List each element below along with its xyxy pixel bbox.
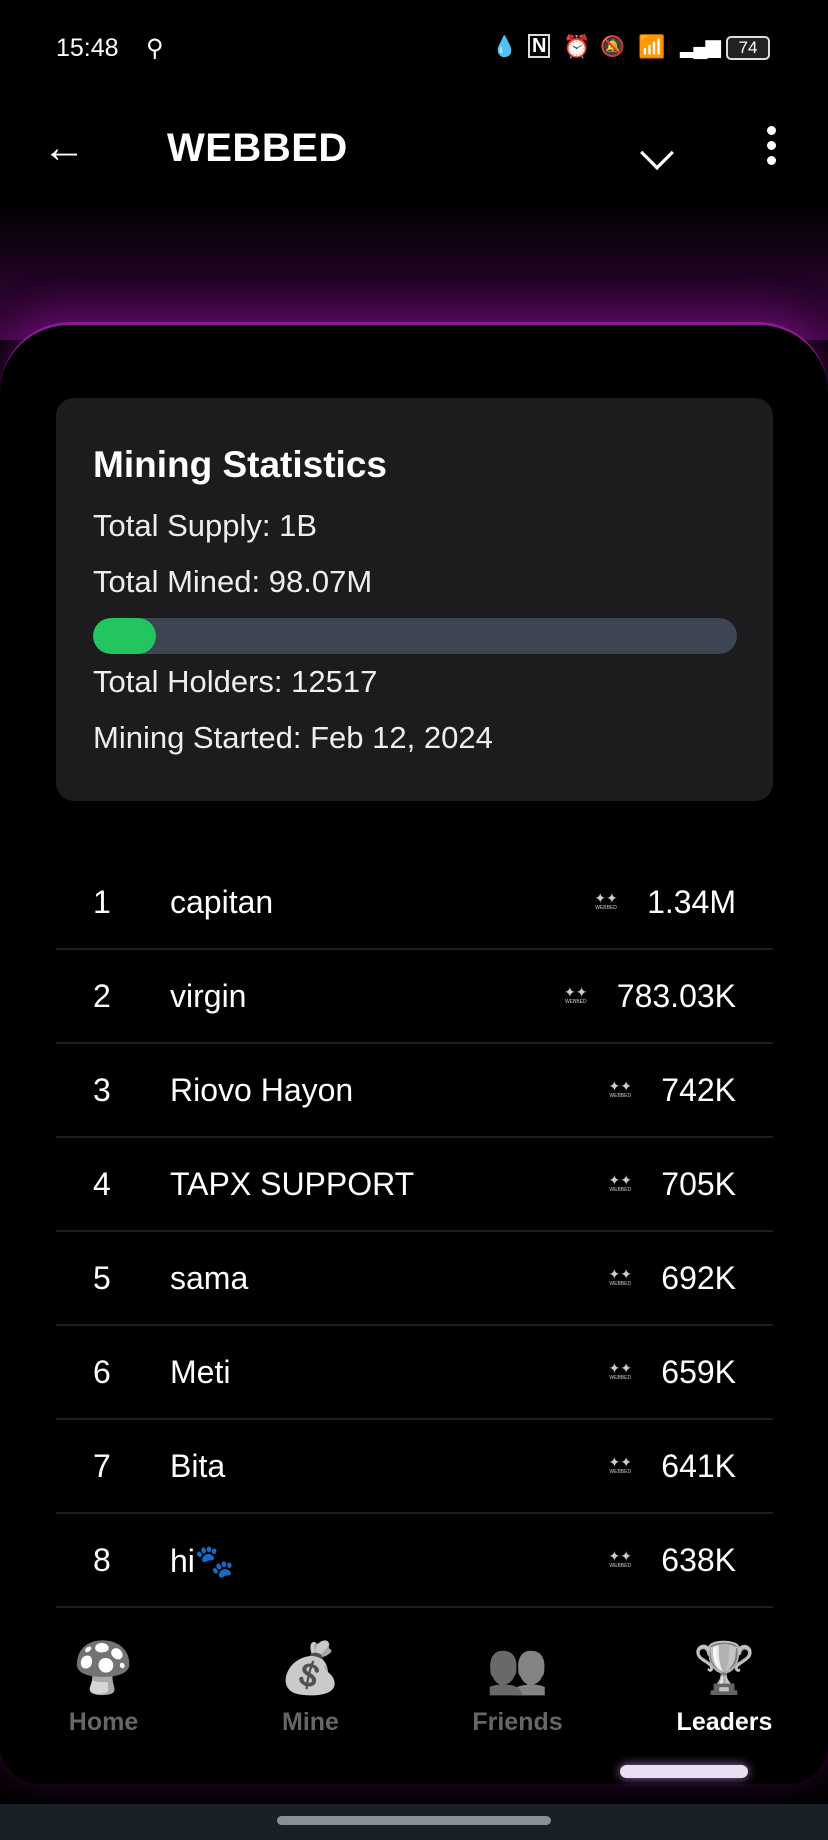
tab-label: Friends — [472, 1708, 563, 1736]
money-bag-icon: 💰 — [279, 1640, 342, 1696]
leaderboard-row[interactable]: 7 Bita ✦✦ WEBBED 641K — [56, 1420, 773, 1514]
rank: 6 — [93, 1354, 111, 1390]
rank: 7 — [93, 1448, 111, 1484]
webbed-token-icon: ✦✦ WEBBED — [608, 1171, 632, 1193]
webbed-token-icon: ✦✦ WEBBED — [564, 983, 588, 1005]
signal-icon: ▂▄▆ — [680, 36, 721, 58]
leaderboard-list: 1 capitan ✦✦ WEBBED 1.34M 2 virgin ✦✦ WEBBED… — [56, 856, 773, 1608]
username: virgin — [170, 978, 247, 1014]
system-navigation-bar — [0, 1804, 828, 1840]
username: Bita — [170, 1448, 226, 1484]
battery-indicator: 74 — [726, 36, 770, 60]
username: hi🐾 — [170, 1543, 235, 1579]
home-gesture-handle[interactable] — [277, 1816, 551, 1825]
data-saver-icon: 💧 — [492, 36, 517, 58]
webbed-token-icon: ✦✦ WEBBED — [608, 1265, 632, 1287]
arrow-left-icon[interactable]: ← — [42, 123, 86, 172]
mushroom-house-icon: 🍄 — [72, 1640, 135, 1696]
webbed-token-icon: ✦✦ WEBBED — [608, 1077, 632, 1099]
tab-home[interactable]: 🍄 Home — [0, 1630, 207, 1770]
total-supply: Total Supply: 1B — [93, 508, 318, 543]
score: 742K — [661, 1072, 736, 1108]
tab-label: Mine — [282, 1708, 339, 1736]
username: Meti — [170, 1354, 231, 1390]
score: 783.03K — [616, 978, 736, 1014]
username: TAPX SUPPORT — [170, 1166, 415, 1202]
leaderboard-row[interactable]: 2 virgin ✦✦ WEBBED 783.03K — [56, 950, 773, 1044]
total-mined: Total Mined: 98.07M — [93, 564, 373, 599]
mining-statistics-card: Mining Statistics Total Supply: 1B Total… — [56, 398, 773, 801]
score: 692K — [661, 1260, 736, 1296]
clock: 15:48 — [56, 34, 119, 62]
status-bar: 15:48 ⚲ 💧 N ⏰ 🔕 📶 ▂▄▆ 74 — [0, 30, 828, 70]
mined-progress-fill — [93, 618, 157, 654]
rank: 4 — [93, 1166, 111, 1202]
nfc-icon: N — [528, 34, 551, 58]
active-tab-indicator — [620, 1765, 748, 1778]
tab-friends[interactable]: 👥 Friends — [414, 1630, 621, 1770]
tab-label: Leaders — [676, 1708, 773, 1736]
chevron-down-icon[interactable] — [640, 136, 674, 170]
username: Riovo Hayon — [170, 1072, 354, 1108]
stats-title: Mining Statistics — [93, 444, 387, 485]
rank: 5 — [93, 1260, 111, 1296]
leaderboard-row[interactable]: 3 Riovo Hayon ✦✦ WEBBED 742K — [56, 1044, 773, 1138]
friends-icon: 👥 — [486, 1640, 549, 1696]
rank: 8 — [93, 1542, 111, 1578]
webbed-token-icon: ✦✦ WEBBED — [608, 1547, 632, 1569]
leaderboard-row[interactable]: 1 capitan ✦✦ WEBBED 1.34M — [56, 856, 773, 950]
score: 638K — [661, 1542, 736, 1578]
more-vertical-icon[interactable] — [766, 126, 778, 171]
background-glow — [0, 200, 828, 340]
tab-leaders[interactable]: 🏆 Leaders — [621, 1630, 828, 1770]
leaderboard-row[interactable]: 4 TAPX SUPPORT ✦✦ WEBBED 705K — [56, 1138, 773, 1232]
tab-label: Home — [68, 1708, 139, 1736]
score: 1.34M — [647, 884, 736, 920]
rank: 1 — [93, 884, 111, 920]
webbed-token-icon: ✦✦ WEBBED — [594, 889, 618, 911]
search-icon: ⚲ — [146, 35, 164, 62]
username: sama — [170, 1260, 249, 1296]
app-header: ← WEBBED — [0, 110, 828, 190]
score: 641K — [661, 1448, 736, 1484]
webbed-token-icon: ✦✦ WEBBED — [608, 1453, 632, 1475]
mined-progress-bar — [93, 618, 737, 654]
trophy-icon: 🏆 — [693, 1640, 756, 1696]
total-holders: Total Holders: 12517 — [93, 664, 378, 699]
rank: 3 — [93, 1072, 111, 1108]
webbed-token-icon: ✦✦ WEBBED — [608, 1359, 632, 1381]
leaderboard-row[interactable]: 6 Meti ✦✦ WEBBED 659K — [56, 1326, 773, 1420]
leaderboard-row[interactable]: 5 sama ✦✦ WEBBED 692K — [56, 1232, 773, 1326]
rank: 2 — [93, 978, 111, 1014]
leaderboard-row[interactable]: 8 hi🐾 ✦✦ WEBBED 638K — [56, 1514, 773, 1608]
page-title: WEBBED — [167, 126, 348, 170]
bottom-navigation: 🍄 Home 💰 Mine 👥 Friends 🏆 Leaders — [0, 1630, 828, 1770]
mining-started: Mining Started: Feb 12, 2024 — [93, 720, 493, 755]
username: capitan — [170, 884, 274, 920]
wifi-icon: 📶 — [638, 34, 666, 59]
score: 659K — [661, 1354, 736, 1390]
mute-icon: 🔕 — [600, 36, 625, 58]
tab-mine[interactable]: 💰 Mine — [207, 1630, 414, 1770]
alarm-icon: ⏰ — [563, 34, 591, 59]
score: 705K — [661, 1166, 736, 1202]
